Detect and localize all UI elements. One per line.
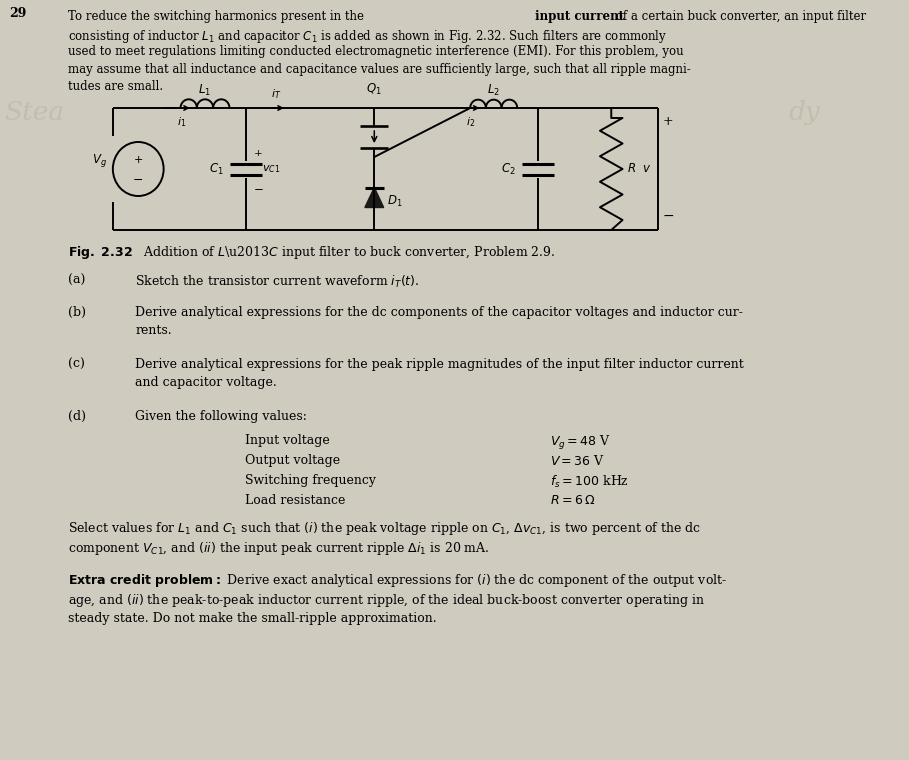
Text: +: +	[254, 148, 263, 157]
Text: $i_2$: $i_2$	[466, 115, 475, 128]
Text: Given the following values:: Given the following values:	[135, 410, 307, 423]
Text: To reduce the switching harmonics present in the: To reduce the switching harmonics presen…	[67, 10, 367, 23]
Text: and capacitor voltage.: and capacitor voltage.	[135, 376, 277, 389]
Text: Derive analytical expressions for the dc components of the capacitor voltages an: Derive analytical expressions for the dc…	[135, 306, 744, 319]
Text: component $V_{C1}$, and $(ii)$ the input peak current ripple $\Delta i_1$ is 20 : component $V_{C1}$, and $(ii)$ the input…	[67, 540, 489, 557]
Text: $v$: $v$	[643, 163, 652, 176]
Text: $L_2$: $L_2$	[487, 83, 500, 98]
Text: $V = 36$ V: $V = 36$ V	[550, 454, 605, 468]
Text: −: −	[133, 173, 144, 186]
Text: 29: 29	[9, 7, 26, 20]
Text: −: −	[254, 182, 264, 195]
Polygon shape	[365, 188, 384, 207]
Text: +: +	[663, 115, 674, 128]
Text: −: −	[663, 209, 674, 223]
Text: dy: dy	[788, 100, 820, 125]
Text: used to meet regulations limiting conducted electromagnetic interference (EMI). : used to meet regulations limiting conduc…	[67, 45, 684, 59]
Text: $R = 6\,\Omega$: $R = 6\,\Omega$	[550, 494, 595, 507]
Text: $R$: $R$	[627, 163, 636, 176]
Text: +: +	[134, 155, 143, 165]
Text: $v_{C1}$: $v_{C1}$	[263, 163, 281, 175]
Text: $i_T$: $i_T$	[271, 87, 281, 101]
Text: (d): (d)	[67, 410, 85, 423]
Text: $\mathbf{Fig.}$ $\mathbf{2.32}$   Addition of $L$\u2013$C$ input filter to buck : $\mathbf{Fig.}$ $\mathbf{2.32}$ Addition…	[67, 244, 555, 261]
Text: $C_2$: $C_2$	[501, 161, 515, 176]
Text: age, and $(ii)$ the peak-to-peak inductor current ripple, of the ideal buck-boos: age, and $(ii)$ the peak-to-peak inducto…	[67, 592, 704, 609]
Text: $C_1$: $C_1$	[209, 161, 224, 176]
Text: Sketch the transistor current waveform $i_T(t)$.: Sketch the transistor current waveform $…	[135, 274, 420, 290]
Text: tudes are small.: tudes are small.	[67, 81, 163, 93]
Text: of a certain buck converter, an input filter: of a certain buck converter, an input fi…	[612, 10, 866, 23]
Text: $V_g = 48$ V: $V_g = 48$ V	[550, 434, 611, 452]
Text: rents.: rents.	[135, 324, 172, 337]
Text: $Q_1$: $Q_1$	[366, 82, 382, 97]
Text: Select values for $L_1$ and $C_1$ such that $(i)$ the peak voltage ripple on $C_: Select values for $L_1$ and $C_1$ such t…	[67, 520, 701, 537]
Text: Output voltage: Output voltage	[245, 454, 340, 467]
Text: $\bf{Extra\ credit\ problem:}$ Derive exact analytical expressions for $(i)$ the: $\bf{Extra\ credit\ problem:}$ Derive ex…	[67, 572, 727, 589]
Text: (c): (c)	[67, 358, 85, 371]
Text: $V_g$: $V_g$	[92, 153, 107, 169]
Text: Load resistance: Load resistance	[245, 494, 345, 507]
Text: Derive analytical expressions for the peak ripple magnitudes of the input filter: Derive analytical expressions for the pe…	[135, 358, 744, 371]
Text: (b): (b)	[67, 306, 85, 319]
Text: $i_1$: $i_1$	[176, 115, 186, 128]
Text: $D_1$: $D_1$	[386, 194, 402, 209]
Text: consisting of inductor $L_1$ and capacitor $C_1$ is added as shown in Fig. 2.32.: consisting of inductor $L_1$ and capacit…	[67, 27, 667, 45]
Text: Stea: Stea	[5, 100, 65, 125]
Text: Switching frequency: Switching frequency	[245, 474, 375, 487]
Text: $f_s = 100$ kHz: $f_s = 100$ kHz	[550, 474, 629, 490]
Text: steady state. Do not make the small-ripple approximation.: steady state. Do not make the small-ripp…	[67, 612, 436, 625]
Text: input current: input current	[535, 10, 624, 23]
Text: $L_1$: $L_1$	[198, 83, 212, 98]
Text: Input voltage: Input voltage	[245, 434, 329, 447]
Text: may assume that all inductance and capacitance values are sufficiently large, su: may assume that all inductance and capac…	[67, 63, 691, 76]
Text: (a): (a)	[67, 274, 85, 287]
